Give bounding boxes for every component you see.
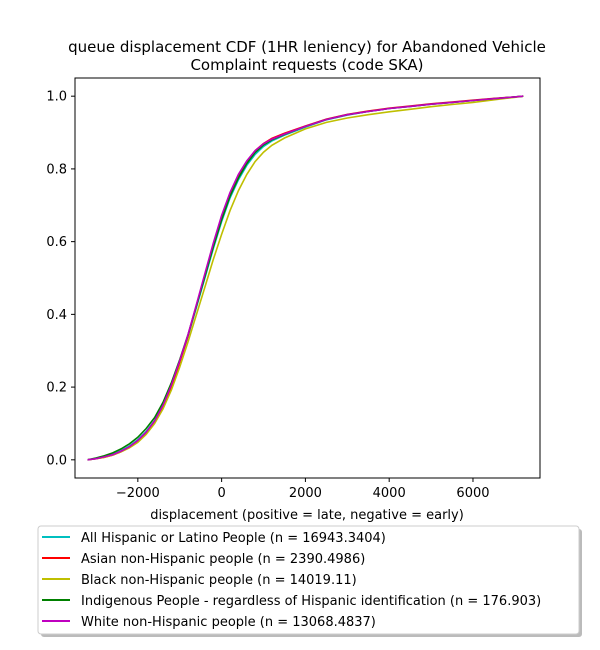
legend: All Hispanic or Latino People (n = 16943… [37, 525, 582, 637]
legend-label-3: Indigenous People - regardless of Hispan… [81, 594, 541, 609]
x-tick-label: 4000 [373, 486, 406, 501]
y-tick-label: 1.0 [46, 90, 67, 105]
y-tick-label: 0.6 [46, 235, 67, 250]
y-tick-label: 0.8 [46, 162, 67, 177]
y-axis: 0.0 0.2 0.4 0.6 0.8 1.0 [46, 90, 75, 468]
y-tick-label: 0.2 [46, 381, 67, 396]
series-line-4 [87, 95, 524, 461]
legend-label-1: Asian non-Hispanic people (n = 2390.4986… [81, 552, 365, 567]
legend-label-4: White non-Hispanic people (n = 13068.483… [81, 615, 376, 630]
series-line-2 [87, 95, 524, 461]
legend-box [37, 525, 580, 635]
y-tick-label: 0.0 [46, 453, 67, 468]
plot-frame [74, 77, 541, 479]
legend-items: All Hispanic or Latino People (n = 16943… [42, 531, 541, 630]
plot-area [87, 95, 524, 461]
x-tick-label: 2000 [289, 486, 322, 501]
x-tick-label: −2000 [116, 486, 160, 501]
x-tick-label: 6000 [456, 486, 489, 501]
x-axis-label: displacement (positive = late, negative … [150, 508, 464, 523]
x-tick-label: 0 [217, 486, 225, 501]
x-axis: −2000 0 2000 4000 6000 [116, 478, 490, 501]
chart-title-line-1: queue displacement CDF (1HR leniency) fo… [68, 38, 546, 56]
legend-label-0: All Hispanic or Latino People (n = 16943… [81, 531, 386, 546]
legend-label-2: Black non-Hispanic people (n = 14019.11) [81, 573, 357, 588]
chart-title-line-2: Complaint requests (code SKA) [190, 56, 423, 74]
y-tick-label: 0.4 [46, 308, 67, 323]
